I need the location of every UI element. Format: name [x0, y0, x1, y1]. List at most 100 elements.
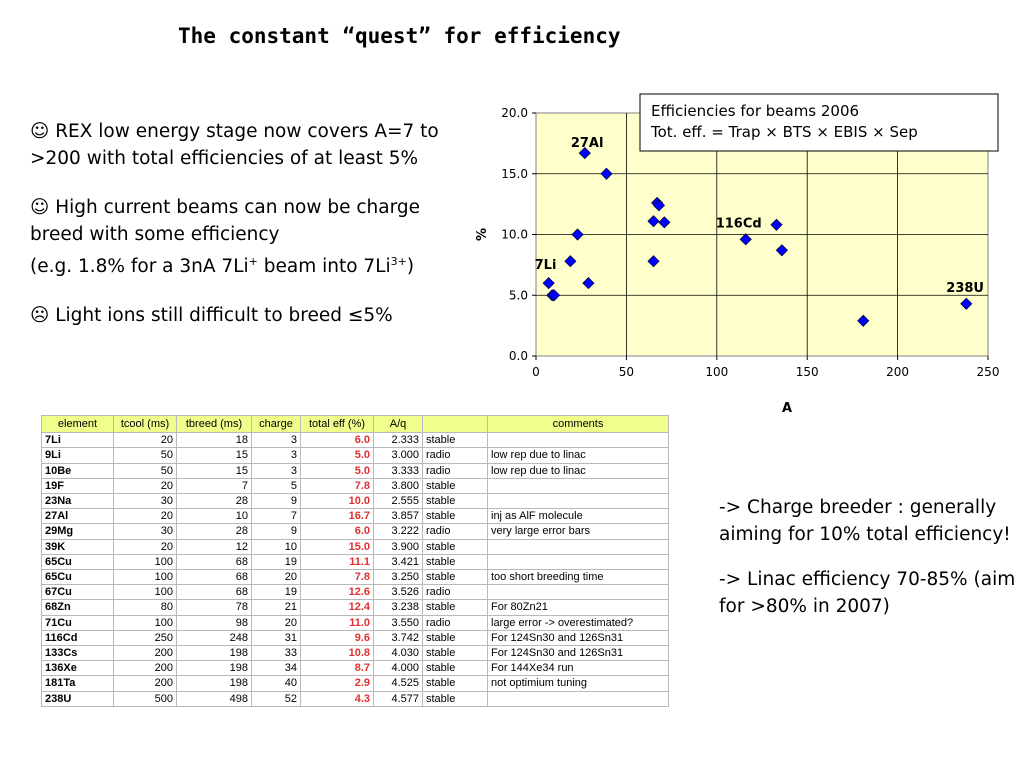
table-cell: 6.0 — [300, 523, 374, 540]
table-cell: 28 — [176, 493, 252, 510]
col-element: element — [41, 414, 114, 434]
table-cell — [487, 432, 669, 449]
table-cell: 200 — [113, 645, 177, 662]
bullet-high-current: ☺ High current beams can now be charge b… — [30, 194, 470, 280]
table-cell: stable — [422, 599, 488, 616]
table-cell: 7.8 — [300, 569, 374, 586]
table-cell: stable — [422, 675, 488, 692]
table-row: 9Li 50 15 3 5.0 3.000 radio low rep due to lina… — [41, 447, 669, 464]
table-cell: 20 — [113, 508, 177, 525]
table-cell: 4.525 — [373, 675, 423, 692]
bullet-example: (e.g. 1.8% for a 3nA 7Li+ beam into 7Li3… — [30, 255, 415, 278]
table-cell: 2.9 — [300, 675, 374, 692]
table-cell: 68 — [176, 553, 252, 571]
table-cell: 3.421 — [373, 553, 423, 571]
table-cell: stable — [422, 553, 488, 571]
table-cell: 100 — [113, 553, 177, 571]
table-cell: 4.3 — [300, 690, 374, 707]
table-cell — [487, 690, 669, 707]
data-point — [647, 215, 660, 228]
table-cell: 116Cd — [41, 629, 114, 647]
col-tbreed: tbreed (ms) — [176, 414, 252, 434]
table-cell: 20 — [113, 432, 177, 449]
data-point — [647, 255, 660, 268]
legend-line: Efficiencies for beams 2006 — [651, 102, 859, 120]
table-cell: 52 — [251, 690, 301, 707]
table-cell: 19F — [41, 477, 114, 495]
table-cell: 10 — [251, 538, 301, 555]
table-cell: 65Cu — [41, 569, 114, 586]
table-cell: stable — [422, 645, 488, 662]
table-cell: 30 — [113, 493, 177, 510]
table-cell: 68 — [176, 569, 252, 586]
table-cell: 181Ta — [41, 675, 114, 692]
x-tick-label: 100 — [705, 365, 728, 379]
data-point — [578, 147, 591, 160]
table-cell: 39K — [41, 538, 114, 555]
table-cell: 28 — [176, 523, 252, 540]
table-cell: 2.555 — [373, 493, 423, 510]
bullet-rex-coverage: ☺ REX low energy stage now covers A=7 to… — [30, 118, 470, 172]
table-cell: large error -> overestimated? — [487, 614, 669, 631]
bullet-text: High current beams can now be charge bre… — [30, 197, 421, 245]
table-row: 10Be 50 15 3 5.0 3.333 radio low rep due to lin… — [41, 462, 669, 479]
table-cell: 40 — [251, 675, 301, 692]
table-cell: 2.333 — [373, 432, 423, 449]
table-cell: 7Li — [41, 432, 114, 449]
table-row: 71Cu 100 98 20 11.0 3.550 radio large error -> … — [41, 614, 669, 631]
table-cell: 78 — [176, 599, 252, 616]
point-annotation: 116Cd — [716, 216, 762, 231]
table-cell — [487, 584, 669, 601]
table-row: 136Xe 200 198 34 8.7 4.000 stable For 144Xe34 r… — [41, 660, 669, 677]
table-cell: 100 — [113, 614, 177, 631]
table-cell: stable — [422, 493, 488, 510]
point-annotation: 27Al — [571, 136, 604, 151]
y-tick-label: 10.0 — [501, 228, 528, 242]
x-tick-label: 250 — [977, 365, 1000, 379]
table-cell: For 124Sn30 and 126Sn31 — [487, 629, 669, 647]
table-cell: inj as AlF molecule — [487, 508, 669, 525]
table-cell: 3.800 — [373, 477, 423, 495]
col-aq: A/q — [373, 414, 423, 434]
table-cell: 3 — [251, 432, 301, 449]
table-cell: 65Cu — [41, 553, 114, 571]
table-cell — [487, 477, 669, 495]
table-cell: 250 — [113, 629, 177, 647]
table-row: 68Zn 80 78 21 12.4 3.238 stable For 80Zn21 — [41, 599, 669, 616]
table-cell: 100 — [113, 569, 177, 586]
table-cell: 68Zn — [41, 599, 114, 616]
table-cell: radio — [422, 584, 488, 601]
table-cell: 50 — [113, 447, 177, 464]
table-cell: radio — [422, 462, 488, 479]
table-cell: 100 — [113, 584, 177, 601]
table-cell: 23Na — [41, 493, 114, 510]
table-cell: 19 — [251, 553, 301, 571]
table-cell: 500 — [113, 690, 177, 707]
table-cell: 12.6 — [300, 584, 374, 601]
table-cell: 15 — [176, 447, 252, 464]
legend-box — [639, 93, 999, 152]
table-cell: 8.7 — [300, 660, 374, 677]
table-cell: 3.526 — [373, 584, 423, 601]
table-cell: 6.0 — [300, 432, 374, 449]
notes: -> Charge breeder : generally aiming for… — [719, 494, 1019, 638]
y-tick-label: 20.0 — [501, 106, 528, 120]
data-point — [652, 199, 666, 212]
legend-line: Tot. eff. = Trap × BTS × EBIS × Sep — [650, 123, 918, 141]
bullet-list: ☺ REX low energy stage now covers A=7 to… — [30, 118, 470, 351]
table-cell: 200 — [113, 660, 177, 677]
table-cell: 68 — [176, 584, 252, 601]
table-cell: 133Cs — [41, 645, 114, 662]
table-cell: too short breeding time — [487, 569, 669, 586]
table-row: 238U 500 498 52 4.3 4.577 stable — [41, 690, 669, 707]
table-cell: 5.0 — [300, 462, 374, 479]
table-cell: 10.0 — [300, 493, 374, 510]
table-cell: 7 — [251, 508, 301, 525]
x-tick-label: 200 — [886, 365, 909, 379]
data-point — [542, 277, 555, 290]
table-cell: 3.238 — [373, 599, 423, 616]
data-point — [600, 167, 613, 180]
table-cell: 7 — [176, 477, 252, 495]
efficiency-scatter-plot: 0 50 100 150 200 250 0.0 5.0 10.0 15.0 20.0 A% 27Al 7… — [475, 93, 1000, 416]
y-tick-label: 5.0 — [509, 288, 528, 302]
